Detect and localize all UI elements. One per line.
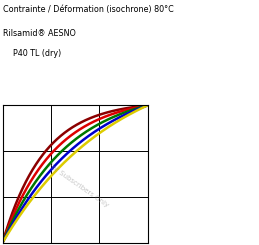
Text: For Subscribers Only: For Subscribers Only [47,162,109,208]
Text: P40 TL (dry): P40 TL (dry) [3,49,61,58]
Text: Rilsamid® AESNO: Rilsamid® AESNO [3,29,75,38]
Text: Contrainte / Déformation (isochrone) 80°C: Contrainte / Déformation (isochrone) 80°… [3,5,173,14]
